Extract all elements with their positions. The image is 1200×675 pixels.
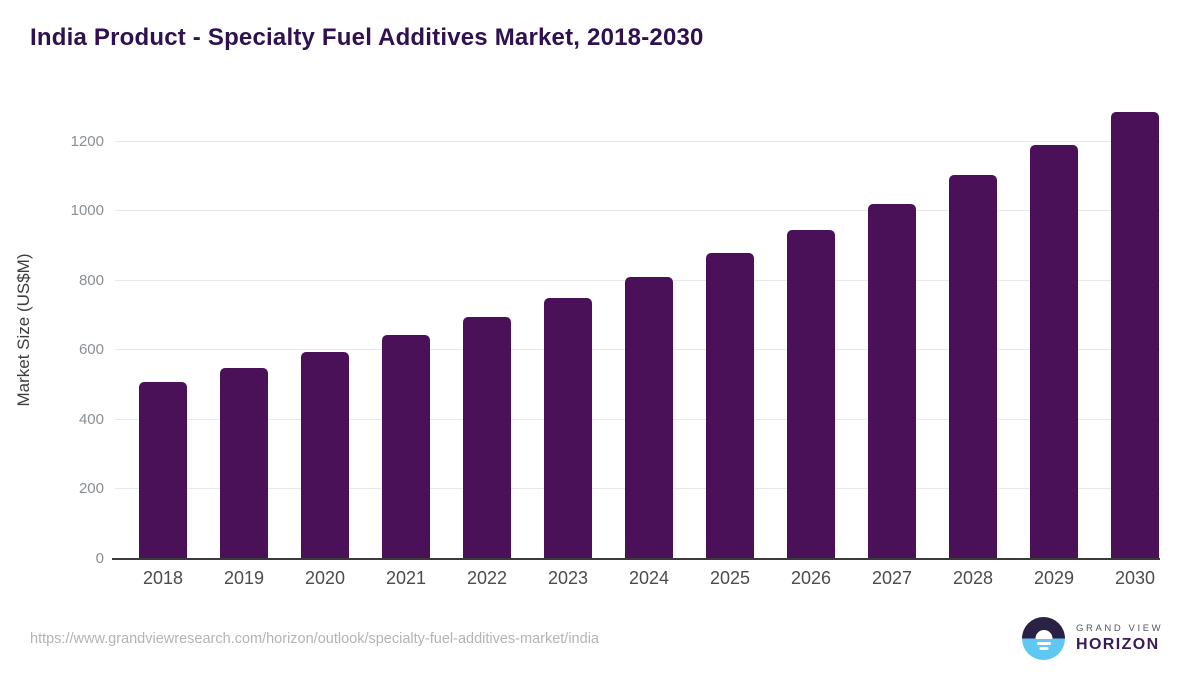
- bar-2027: [868, 204, 916, 559]
- y-tick-label: 400: [78, 410, 104, 428]
- bar-2021: [382, 334, 430, 559]
- x-tick-label: 2021: [385, 568, 427, 588]
- x-tick-label: 2025: [709, 568, 751, 588]
- y-tick-label: 200: [78, 480, 104, 498]
- y-tick-label: 600: [78, 341, 104, 359]
- bar-2020: [301, 352, 349, 559]
- x-tick-label: 2029: [1033, 568, 1075, 588]
- bar-2024: [625, 277, 673, 559]
- bar-2026: [787, 230, 835, 559]
- y-tick-label: 800: [78, 271, 104, 289]
- reflection-dash-icon: [1036, 642, 1051, 645]
- sun-icon: [1035, 629, 1052, 639]
- reflection-dash-icon: [1039, 647, 1048, 650]
- x-tick-label: 2020: [304, 568, 346, 588]
- brand-logo-text: GRAND VIEW HORIZON: [1076, 623, 1163, 654]
- x-tick-label: 2026: [790, 568, 832, 588]
- brand-name-bottom: HORIZON: [1076, 636, 1160, 653]
- source-url: https://www.grandviewresearch.com/horizo…: [30, 631, 599, 647]
- x-tick-label: 2023: [547, 568, 589, 588]
- x-axis-line: [112, 558, 1160, 560]
- x-tick-label: 2019: [223, 568, 265, 588]
- y-tick-label: 1000: [70, 202, 104, 220]
- bar-2018: [139, 381, 187, 559]
- x-tick-label: 2022: [466, 568, 508, 588]
- x-axis-labels: 2018 2019 2020 2021 2022 2023 2024 2025 2026 2027…: [115, 568, 1160, 592]
- bar-2025: [706, 253, 754, 559]
- brand-logo: GRAND VIEW HORIZON: [1022, 617, 1163, 660]
- y-axis-tick-labels: 0 200 400 600 800 1000 1200: [0, 100, 104, 566]
- y-tick-label: 0: [95, 550, 104, 567]
- horizon-sunset-circle-icon: [1022, 617, 1065, 660]
- bar-2029: [1030, 145, 1078, 559]
- x-tick-label: 2028: [952, 568, 994, 588]
- gridline: [115, 140, 1160, 142]
- bar-2028: [949, 174, 997, 559]
- y-tick-label: 1200: [70, 132, 104, 150]
- x-tick-label: 2027: [871, 568, 913, 588]
- chart-title: India Product - Specialty Fuel Additives…: [30, 24, 704, 51]
- gridline: [115, 210, 1160, 212]
- plot-area: [112, 100, 1160, 560]
- bar-2023: [544, 298, 592, 559]
- bar-2019: [220, 367, 268, 559]
- bar-2022: [463, 317, 511, 559]
- x-tick-label: 2024: [628, 568, 670, 588]
- bar-2030: [1111, 112, 1159, 559]
- x-tick-label: 2018: [142, 568, 184, 588]
- x-tick-label: 2030: [1114, 568, 1156, 588]
- brand-name-top: GRAND VIEW: [1076, 623, 1164, 634]
